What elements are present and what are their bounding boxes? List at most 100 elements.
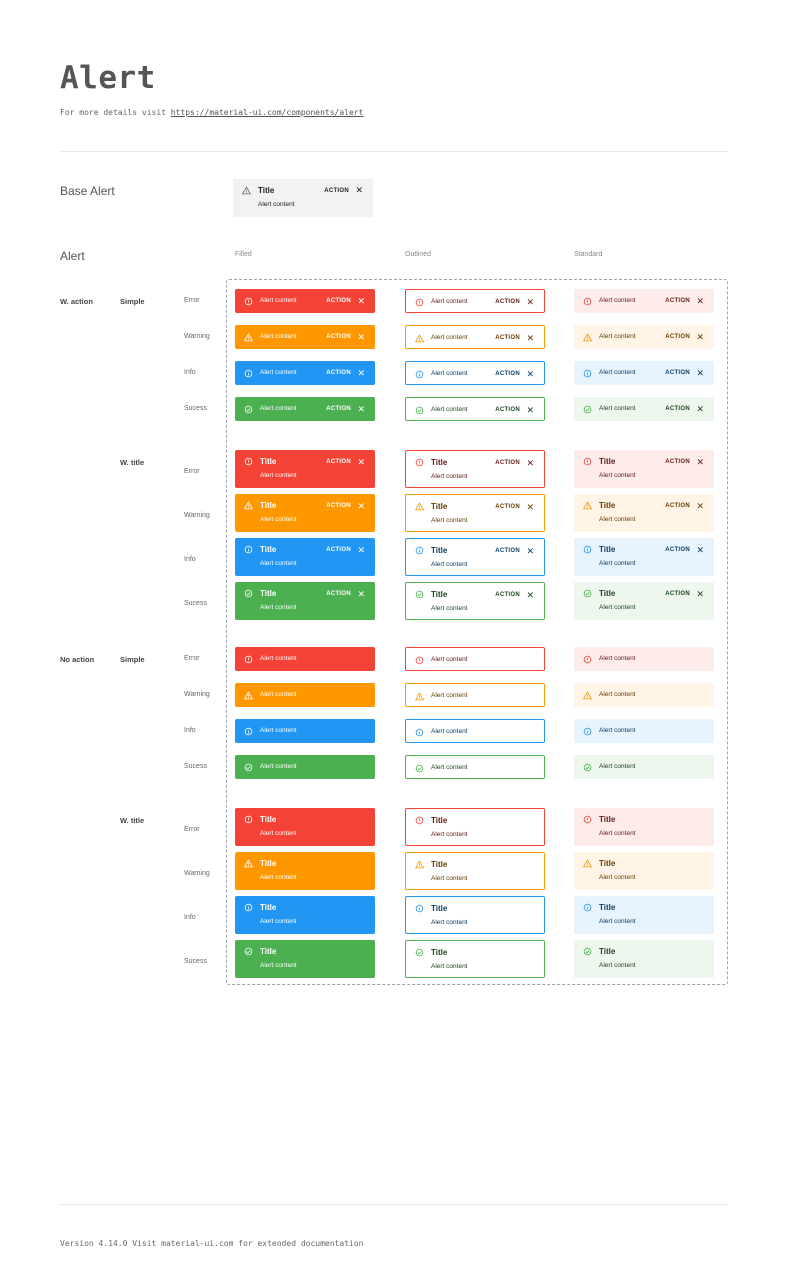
alert-content: Alert content bbox=[260, 918, 297, 925]
alert-action-button[interactable]: ACTION bbox=[495, 460, 520, 466]
alert-content: Alert content bbox=[599, 297, 636, 304]
alert-title: Title bbox=[260, 501, 277, 510]
alert-action-button[interactable]: ACTION bbox=[326, 334, 351, 340]
alert-action-button[interactable]: ACTION bbox=[495, 592, 520, 598]
check-circle-icon bbox=[244, 763, 253, 771]
alert-action-button[interactable]: ACTION bbox=[665, 459, 690, 465]
close-icon[interactable]: ✕ bbox=[526, 369, 534, 379]
close-icon[interactable]: ✕ bbox=[526, 502, 534, 512]
close-icon[interactable]: ✕ bbox=[357, 545, 365, 555]
info-icon bbox=[415, 370, 424, 378]
alert-outlined-info: Alert content bbox=[405, 719, 545, 743]
alert-content: Alert content bbox=[431, 831, 468, 838]
close-icon[interactable]: ✕ bbox=[526, 546, 534, 556]
page-title: Alert bbox=[60, 60, 156, 96]
close-icon[interactable]: ✕ bbox=[696, 501, 704, 511]
footer-text: Version 4.14.0 Visit material-ui.com for… bbox=[60, 1239, 364, 1248]
alert-content: Alert content bbox=[431, 473, 468, 480]
error-outline-icon bbox=[415, 298, 424, 306]
alert-action-button[interactable]: ACTION bbox=[326, 591, 351, 597]
close-icon[interactable]: ✕ bbox=[696, 368, 704, 378]
alert-action-button[interactable]: ACTION bbox=[326, 370, 351, 376]
error-outline-icon bbox=[244, 297, 253, 305]
check-circle-icon bbox=[415, 590, 424, 599]
footer-divider bbox=[60, 1204, 728, 1205]
alert-outlined-warning: Title Alert content bbox=[405, 852, 545, 890]
close-icon[interactable]: ✕ bbox=[696, 457, 704, 467]
close-icon[interactable]: ✕ bbox=[696, 296, 704, 306]
alert-action-button[interactable]: ACTION bbox=[495, 335, 520, 341]
alert-action-button[interactable]: ACTION bbox=[495, 548, 520, 554]
close-icon[interactable]: ✕ bbox=[696, 332, 704, 342]
close-icon[interactable]: ✕ bbox=[357, 501, 365, 511]
alert-action-button[interactable]: ACTION bbox=[495, 299, 520, 305]
variant-label: W. title bbox=[120, 816, 145, 825]
alert-standard-info: Title Alert content ACTION ✕ bbox=[574, 538, 714, 576]
close-icon[interactable]: ✕ bbox=[357, 332, 365, 342]
variant-label: Simple bbox=[120, 655, 145, 664]
base-alert-action[interactable]: ACTION bbox=[324, 188, 349, 194]
alert-action-button[interactable]: ACTION bbox=[665, 298, 690, 304]
alert-outlined-error: Alert content bbox=[405, 647, 545, 671]
alert-action-button[interactable]: ACTION bbox=[665, 370, 690, 376]
close-icon[interactable]: ✕ bbox=[357, 368, 365, 378]
alert-action-button[interactable]: ACTION bbox=[665, 334, 690, 340]
alert-outlined-sucess: Title Alert content bbox=[405, 940, 545, 978]
close-icon[interactable]: ✕ bbox=[696, 545, 704, 555]
variant-label: W. title bbox=[120, 458, 145, 467]
severity-label: Sucess bbox=[184, 405, 207, 412]
check-circle-icon bbox=[244, 405, 253, 413]
alert-action-button[interactable]: ACTION bbox=[665, 406, 690, 412]
alert-action-button[interactable]: ACTION bbox=[326, 547, 351, 553]
alert-content: Alert content bbox=[599, 333, 636, 340]
alert-action-button[interactable]: ACTION bbox=[495, 504, 520, 510]
close-icon[interactable]: ✕ bbox=[526, 405, 534, 415]
close-icon[interactable]: ✕ bbox=[357, 296, 365, 306]
close-icon[interactable]: ✕ bbox=[357, 589, 365, 599]
severity-label: Sucess bbox=[184, 763, 207, 770]
alert-action-button[interactable]: ACTION bbox=[495, 407, 520, 413]
alert-action-button[interactable]: ACTION bbox=[326, 503, 351, 509]
alert-action-button[interactable]: ACTION bbox=[665, 547, 690, 553]
alert-standard-sucess: Title Alert content bbox=[574, 940, 714, 978]
docs-link[interactable]: https://material-ui.com/components/alert bbox=[170, 108, 364, 117]
close-icon[interactable]: ✕ bbox=[526, 458, 534, 468]
alert-action-button[interactable]: ACTION bbox=[495, 371, 520, 377]
error-outline-icon bbox=[244, 655, 253, 663]
alert-action-button[interactable]: ACTION bbox=[326, 459, 351, 465]
alert-filled-error: Title Alert content bbox=[235, 808, 375, 846]
warning-icon bbox=[242, 186, 251, 195]
close-icon[interactable]: ✕ bbox=[355, 185, 363, 195]
close-icon[interactable]: ✕ bbox=[357, 457, 365, 467]
alert-standard-warning: Alert content bbox=[574, 683, 714, 707]
close-icon[interactable]: ✕ bbox=[357, 404, 365, 414]
check-circle-icon bbox=[244, 947, 253, 956]
alert-title: Title bbox=[260, 457, 277, 466]
alert-content: Alert content bbox=[431, 963, 468, 970]
close-icon[interactable]: ✕ bbox=[696, 404, 704, 414]
alert-content: Alert content bbox=[599, 405, 636, 412]
alert-action-button[interactable]: ACTION bbox=[326, 298, 351, 304]
alert-content: Alert content bbox=[599, 604, 636, 611]
warning-icon bbox=[583, 332, 592, 341]
alert-action-button[interactable]: ACTION bbox=[665, 591, 690, 597]
close-icon[interactable]: ✕ bbox=[696, 589, 704, 599]
info-icon bbox=[415, 904, 424, 913]
error-outline-icon bbox=[244, 815, 253, 824]
close-icon[interactable]: ✕ bbox=[526, 297, 534, 307]
alert-content: Alert content bbox=[599, 962, 636, 969]
alert-action-button[interactable]: ACTION bbox=[326, 406, 351, 412]
warning-icon bbox=[583, 501, 592, 510]
close-icon[interactable]: ✕ bbox=[526, 590, 534, 600]
warning-icon bbox=[415, 502, 424, 511]
close-icon[interactable]: ✕ bbox=[526, 333, 534, 343]
severity-label: Warning bbox=[184, 691, 210, 698]
severity-label: Sucess bbox=[184, 958, 207, 965]
info-icon bbox=[244, 545, 253, 554]
alert-filled-warning: Title Alert content ACTION ✕ bbox=[235, 494, 375, 532]
alert-title: Title bbox=[431, 546, 448, 555]
error-outline-icon bbox=[415, 816, 424, 825]
alert-action-button[interactable]: ACTION bbox=[665, 503, 690, 509]
error-outline-icon bbox=[244, 457, 253, 466]
